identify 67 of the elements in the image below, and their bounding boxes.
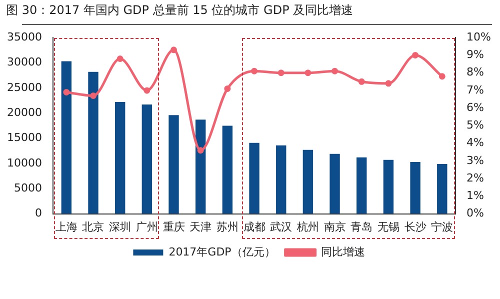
legend-label: 2017年GDP（亿元） <box>168 245 276 258</box>
legend-label: 同比增速 <box>320 245 365 258</box>
bar <box>302 150 314 214</box>
x-tick-label: 广州 <box>136 220 158 234</box>
x-tick-label: 无锡 <box>377 220 400 234</box>
x-tick-label: 深圳 <box>109 220 132 234</box>
x-tick-label: 上海 <box>55 220 78 234</box>
y-tick-label: 35000 <box>6 30 42 44</box>
bar <box>330 154 340 214</box>
x-tick-label: 天津 <box>190 220 212 234</box>
bar <box>249 142 260 214</box>
point <box>251 68 258 74</box>
bar <box>61 61 72 214</box>
point <box>278 70 284 76</box>
y-tick-label: 0 <box>34 206 42 220</box>
x-tick-label: 北京 <box>82 220 104 234</box>
bar <box>168 115 179 214</box>
bar <box>276 145 286 214</box>
point <box>144 87 150 94</box>
y2-tick-label: 6% <box>466 100 484 114</box>
point <box>332 68 338 74</box>
point <box>385 80 392 87</box>
y2-tick-label: 10% <box>466 30 492 44</box>
bar <box>356 157 367 214</box>
y2-tick-label: 7% <box>466 83 484 96</box>
y-tick-label: 5000 <box>14 181 42 194</box>
point <box>170 46 178 54</box>
y-tick-label: 25000 <box>6 80 42 94</box>
bar <box>196 120 206 214</box>
point <box>438 73 446 80</box>
y2-tick-label: 9% <box>466 48 484 62</box>
point <box>116 55 124 62</box>
point <box>358 78 365 85</box>
chart-title: 图 30：2017 年国内 GDP 总量前 15 位的城市 GDP 及同比增速 <box>6 2 354 19</box>
point <box>304 70 312 76</box>
y2-tick-label: 0% <box>466 206 484 220</box>
y2-tick-label: 8% <box>466 66 484 79</box>
x-tick-label: 杭州 <box>296 220 319 234</box>
bar <box>142 104 152 214</box>
x-tick-label: 南京 <box>324 220 346 234</box>
x-tick-label: 苏州 <box>216 220 238 234</box>
y2-tick-label: 3% <box>466 154 484 167</box>
y2-tick-label: 4% <box>466 136 484 150</box>
bar <box>410 162 420 214</box>
x-tick-label: 青岛 <box>350 220 373 234</box>
x-tick-label: 长沙 <box>404 220 426 234</box>
y2-tick-label: 1% <box>466 189 484 202</box>
bar <box>114 102 126 214</box>
y-tick-label: 10000 <box>6 156 42 170</box>
point <box>90 92 96 99</box>
bar <box>88 72 98 214</box>
point <box>412 52 419 58</box>
point <box>197 147 204 154</box>
y2-tick-label: 2% <box>466 171 484 184</box>
x-tick-label: 重庆 <box>162 220 185 234</box>
x-tick-label: 宁波 <box>431 220 454 234</box>
y-tick-label: 30000 <box>6 56 42 69</box>
bar <box>437 164 448 214</box>
point <box>63 88 70 96</box>
point <box>224 85 231 92</box>
x-tick-label: 成都 <box>243 220 266 234</box>
bar <box>383 160 394 214</box>
y-tick-label: 20000 <box>6 106 42 119</box>
y-tick-label: 15000 <box>6 131 42 144</box>
bar <box>222 126 233 214</box>
x-tick-label: 武汉 <box>270 220 292 234</box>
y2-tick-label: 5% <box>466 118 484 132</box>
